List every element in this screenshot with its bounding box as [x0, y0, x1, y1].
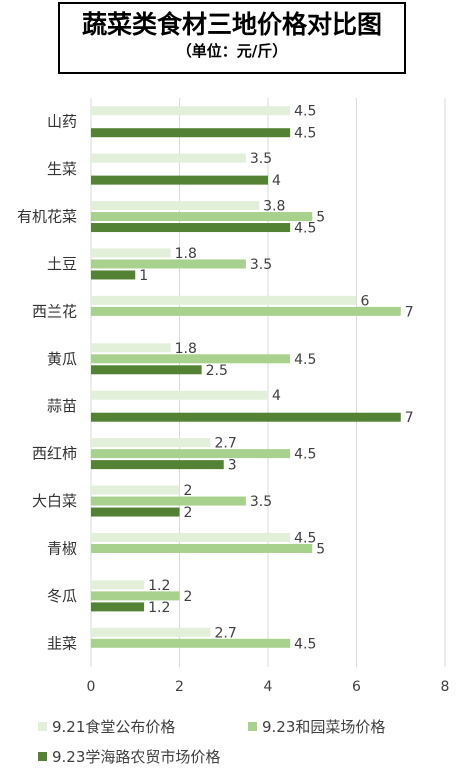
- bar: [91, 507, 180, 517]
- category-label: 冬瓜: [47, 587, 77, 605]
- data-label: 1.8: [175, 341, 197, 357]
- legend-label: 9.21食堂公布价格: [52, 718, 176, 736]
- bar: [91, 128, 291, 138]
- bar: [91, 223, 291, 233]
- category-label: 黄瓜: [47, 350, 77, 368]
- bar-chart: 0 2 4 6 8山药4.54.5生菜3.54有机花菜3.854.5土豆1.83.51西…: [17, 98, 450, 695]
- category-label: 有机花菜: [17, 208, 77, 226]
- bar: [91, 390, 268, 400]
- data-label: 5: [316, 541, 325, 557]
- category-label: 西兰花: [32, 302, 77, 320]
- bar: [91, 532, 291, 542]
- legend-item: 9.23和园菜场价格: [248, 716, 385, 737]
- bar: [91, 295, 357, 305]
- bar: [91, 201, 260, 211]
- data-label: 2.7: [214, 436, 236, 452]
- data-label: 6: [361, 293, 370, 309]
- data-label: 4.5: [294, 126, 316, 142]
- x-tick-label: 0: [87, 679, 96, 695]
- bar: [91, 153, 246, 163]
- legend-swatch: [38, 722, 47, 731]
- chart-subtitle: （单位：元/斤）: [176, 42, 288, 60]
- bar: [91, 365, 202, 375]
- data-label: 4.5: [294, 104, 316, 120]
- data-label: 4: [272, 388, 281, 404]
- category-label: 西红柿: [32, 445, 77, 463]
- category-label: 土豆: [47, 255, 77, 273]
- data-label: 3.5: [250, 151, 272, 167]
- data-label: 2: [184, 483, 193, 499]
- data-label: 2.7: [214, 625, 236, 641]
- legend-label: 9.23学海路农贸市场价格: [52, 748, 221, 766]
- data-label: 4.5: [294, 221, 316, 237]
- data-label: 3.5: [250, 494, 272, 510]
- bar: [91, 212, 313, 222]
- chart-title: 蔬菜类食材三地价格对比图: [81, 10, 382, 39]
- data-label: 2.5: [206, 363, 228, 379]
- bar: [91, 638, 291, 648]
- bar: [91, 248, 171, 258]
- bar: [91, 354, 291, 364]
- data-label: 7: [405, 304, 414, 320]
- data-label: 3: [228, 458, 237, 474]
- data-label: 4.5: [294, 636, 316, 652]
- x-tick-label: 8: [441, 679, 450, 695]
- data-label: 1.2: [148, 578, 170, 594]
- bar: [91, 460, 224, 470]
- bar: [91, 270, 136, 280]
- bar: [91, 449, 291, 459]
- bar: [91, 496, 246, 506]
- data-label: 2: [184, 589, 193, 605]
- category-label: 大白菜: [32, 492, 77, 510]
- category-label: 山药: [47, 113, 77, 131]
- bar: [91, 106, 291, 116]
- data-label: 4.5: [294, 352, 316, 368]
- bar: [91, 306, 401, 316]
- data-label: 4.5: [294, 530, 316, 546]
- legend-label: 9.23和园菜场价格: [262, 718, 386, 736]
- category-label: 生菜: [47, 160, 77, 178]
- bar: [91, 580, 145, 590]
- bar: [91, 543, 313, 553]
- x-tick-label: 4: [264, 679, 273, 695]
- data-label: 3.8: [263, 199, 285, 215]
- x-tick-label: 2: [175, 679, 184, 695]
- data-label: 1: [139, 268, 148, 284]
- data-label: 4.5: [294, 447, 316, 463]
- data-label: 3.5: [250, 257, 272, 273]
- data-label: 1.2: [148, 600, 170, 616]
- legend-item: 9.23学海路农贸市场价格: [38, 746, 220, 767]
- legend-swatch: [38, 752, 47, 761]
- bar: [91, 591, 180, 601]
- x-tick-label: 6: [352, 679, 361, 695]
- bar: [91, 175, 268, 185]
- data-label: 1.8: [175, 246, 197, 262]
- category-label: 韭菜: [47, 634, 77, 652]
- data-label: 2: [184, 505, 193, 521]
- bar: [91, 627, 211, 637]
- data-label: 4: [272, 173, 281, 189]
- bar: [91, 485, 180, 495]
- data-label: 7: [405, 410, 414, 426]
- legend-item: 9.21食堂公布价格: [38, 716, 175, 737]
- bar: [91, 602, 145, 612]
- bar: [91, 438, 211, 448]
- chart-title-box: 蔬菜类食材三地价格对比图 （单位：元/斤）: [58, 2, 406, 74]
- bar: [91, 259, 246, 269]
- bar: [91, 343, 171, 353]
- data-label: 5: [316, 210, 325, 226]
- category-label: 蒜苗: [47, 397, 77, 415]
- bar: [91, 412, 401, 422]
- legend-swatch: [248, 722, 257, 731]
- category-label: 青椒: [47, 539, 77, 557]
